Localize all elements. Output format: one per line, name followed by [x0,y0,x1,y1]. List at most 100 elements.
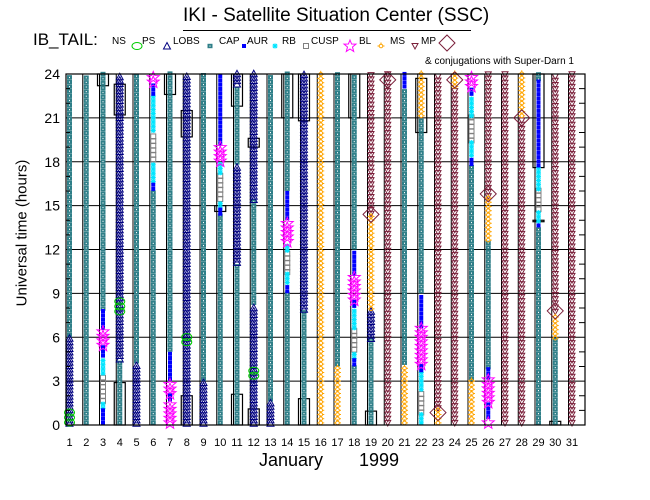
cap-marker [67,171,72,177]
cap-marker [83,323,89,329]
cap-marker [83,259,89,264]
cap-marker [301,365,307,370]
legend-label-cap: CAP [219,36,240,47]
cap-marker [134,230,139,235]
cap-marker [83,130,89,136]
cap-marker [284,76,290,81]
cap-marker [335,173,340,178]
cap-marker [485,305,491,310]
cap-marker [552,397,558,402]
cap-marker [368,406,374,412]
cap-marker [134,354,139,359]
cap-marker [201,192,206,198]
cap-marker [83,365,89,370]
cap-marker [83,351,89,356]
cap-marker [167,190,173,196]
cap-marker [83,185,89,191]
cap-marker [100,283,106,288]
cap-marker [536,241,541,246]
cap-marker [100,219,106,224]
cap-marker [351,397,357,402]
cap-marker [469,298,474,303]
cap-marker [418,219,424,225]
cap-marker [217,411,223,416]
cap-marker [418,150,424,156]
cap-marker [402,305,407,310]
cap-marker [251,245,257,250]
cap-marker [67,139,72,144]
cap-marker [150,250,156,255]
aur-marker [285,203,290,208]
aur-marker [218,74,223,79]
cap-marker [268,208,273,213]
cap-marker [83,121,89,126]
day-column-6 [146,70,160,425]
aur-marker [536,79,541,84]
cap-marker [100,251,106,256]
cap-marker [134,83,139,88]
cap-marker [83,411,89,416]
cap-marker [268,213,273,218]
cap-marker [351,84,357,89]
cap-marker [234,291,240,297]
cap-marker [167,75,173,81]
cap-marker [268,291,273,296]
cap-marker [335,334,340,339]
cap-marker [335,228,340,233]
cap-marker [536,342,541,347]
cap-marker [167,273,173,279]
cap-marker [351,379,357,384]
cap-marker [134,179,139,185]
cap-marker [335,260,340,266]
cap-marker [83,415,89,421]
cap-marker [67,98,72,103]
cap-marker [268,369,273,374]
cap-marker [268,125,273,131]
cap-marker [251,272,257,278]
cap-marker [268,167,273,172]
cap-marker [485,268,491,273]
cap-marker [67,185,72,190]
cap-marker [536,268,541,274]
cap-marker [234,146,240,151]
cap-marker [536,374,541,379]
cap-marker [117,411,123,416]
cap-marker [167,121,173,127]
cap-marker [134,175,139,180]
aur-marker [101,420,105,425]
aur-marker [536,92,541,97]
aur-marker [218,124,223,129]
cap-marker [217,305,223,310]
cap-marker [485,272,491,278]
cap-marker [301,346,307,352]
cap-marker [167,117,173,122]
x-tick-label: 2 [83,437,89,449]
cap-marker [201,206,206,211]
cap-marker [469,270,474,276]
cap-marker [150,264,156,269]
cap-marker [418,155,424,160]
cap-marker [201,289,206,294]
cap-marker [351,189,357,195]
cap-marker [402,194,407,200]
cap-marker [134,106,139,111]
cap-marker [402,107,407,112]
cap-marker [351,153,357,158]
cap-marker [351,97,357,103]
cap-marker [485,346,491,351]
cap-marker [418,132,424,137]
cap-marker [301,333,307,338]
cap-marker [335,219,340,224]
aur-marker [285,195,290,200]
cap-marker [536,277,541,283]
cap-marker [284,99,290,104]
cap-marker [134,253,139,258]
cap-marker [469,257,474,262]
x-tick-label: 5 [133,437,139,449]
cap-marker [217,420,223,425]
cap-marker [201,293,206,299]
cap-marker [134,156,139,162]
cap-marker [67,167,72,172]
cap-marker [83,305,89,310]
cap-marker [201,82,206,87]
